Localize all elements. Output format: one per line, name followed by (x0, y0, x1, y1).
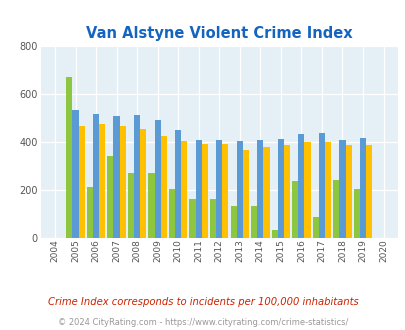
Bar (168, 189, 175, 238)
Bar (263, 147, 269, 238)
Bar (222, 144, 228, 238)
Bar (353, 189, 359, 238)
Bar (304, 142, 310, 238)
Text: Crime Index corresponds to incidents per 100,000 inhabitants: Crime Index corresponds to incidents per… (47, 297, 358, 307)
Bar (189, 199, 195, 238)
Bar (154, 120, 160, 238)
Bar (72, 110, 79, 238)
Bar (283, 146, 289, 238)
Bar (365, 145, 371, 238)
Bar (324, 142, 330, 238)
Bar (292, 181, 298, 238)
Bar (113, 115, 119, 238)
Bar (140, 129, 146, 238)
Bar (250, 206, 257, 238)
Bar (107, 156, 113, 238)
Bar (134, 115, 140, 238)
Legend: Van Alstyne, Texas, National: Van Alstyne, Texas, National (96, 327, 342, 330)
Bar (318, 133, 324, 238)
Bar (66, 77, 72, 238)
Bar (175, 130, 181, 238)
Bar (209, 199, 215, 238)
Bar (99, 124, 105, 238)
Bar (312, 217, 318, 238)
Bar (236, 141, 242, 238)
Bar (79, 126, 85, 238)
Bar (201, 144, 207, 238)
Bar (195, 140, 201, 238)
Bar (160, 136, 166, 238)
Bar (128, 174, 134, 238)
Bar (148, 174, 154, 238)
Bar (345, 146, 351, 238)
Bar (181, 142, 187, 238)
Text: © 2024 CityRating.com - https://www.cityrating.com/crime-statistics/: © 2024 CityRating.com - https://www.city… (58, 318, 347, 327)
Bar (271, 230, 277, 238)
Bar (333, 180, 339, 238)
Bar (242, 149, 248, 238)
Bar (215, 140, 222, 238)
Bar (119, 126, 126, 238)
Bar (277, 139, 283, 238)
Bar (230, 206, 236, 238)
Bar (339, 140, 345, 238)
Title: Van Alstyne Violent Crime Index: Van Alstyne Violent Crime Index (86, 26, 352, 41)
Bar (359, 138, 365, 238)
Bar (93, 114, 99, 238)
Bar (257, 140, 263, 238)
Bar (298, 134, 304, 238)
Bar (87, 187, 93, 238)
